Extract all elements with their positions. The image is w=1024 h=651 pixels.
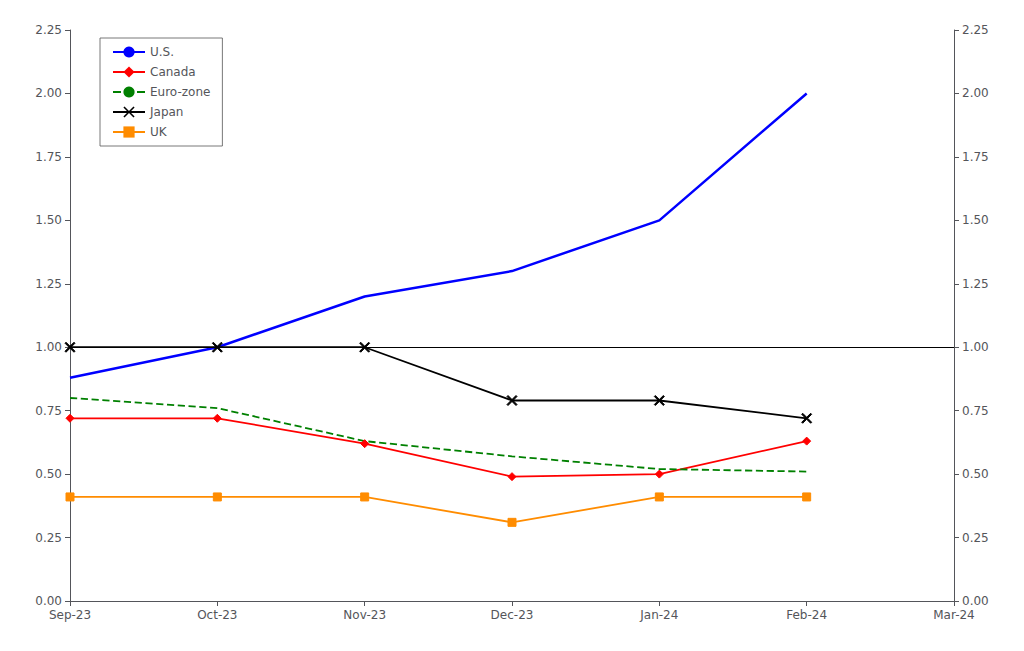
svg-text:U.S.: U.S.	[150, 45, 174, 59]
svg-text:Canada: Canada	[150, 65, 196, 79]
svg-text:Feb-24: Feb-24	[786, 608, 827, 622]
svg-text:Jan-24: Jan-24	[639, 608, 678, 622]
svg-text:1.00: 1.00	[962, 340, 989, 354]
svg-text:0.50: 0.50	[962, 467, 989, 481]
svg-text:Mar-24: Mar-24	[933, 608, 974, 622]
svg-text:Nov-23: Nov-23	[343, 608, 386, 622]
svg-text:Oct-23: Oct-23	[197, 608, 237, 622]
svg-text:UK: UK	[150, 125, 168, 139]
svg-text:1.00: 1.00	[35, 340, 62, 354]
svg-text:0.75: 0.75	[35, 404, 62, 418]
svg-text:Japan: Japan	[149, 105, 183, 119]
svg-text:1.25: 1.25	[962, 277, 989, 291]
svg-text:0.00: 0.00	[962, 594, 989, 608]
svg-text:2.25: 2.25	[962, 23, 989, 37]
svg-text:Euro-zone: Euro-zone	[150, 85, 210, 99]
svg-text:Sep-23: Sep-23	[49, 608, 91, 622]
svg-text:0.50: 0.50	[35, 467, 62, 481]
svg-text:1.50: 1.50	[35, 213, 62, 227]
svg-text:Dec-23: Dec-23	[491, 608, 534, 622]
svg-text:1.50: 1.50	[962, 213, 989, 227]
svg-text:0.25: 0.25	[35, 531, 62, 545]
svg-text:2.00: 2.00	[35, 86, 62, 100]
svg-text:1.25: 1.25	[35, 277, 62, 291]
svg-text:0.00: 0.00	[35, 594, 62, 608]
svg-text:0.25: 0.25	[962, 531, 989, 545]
svg-text:2.25: 2.25	[35, 23, 62, 37]
svg-text:1.75: 1.75	[962, 150, 989, 164]
svg-text:1.75: 1.75	[35, 150, 62, 164]
svg-text:0.75: 0.75	[962, 404, 989, 418]
svg-text:2.00: 2.00	[962, 86, 989, 100]
